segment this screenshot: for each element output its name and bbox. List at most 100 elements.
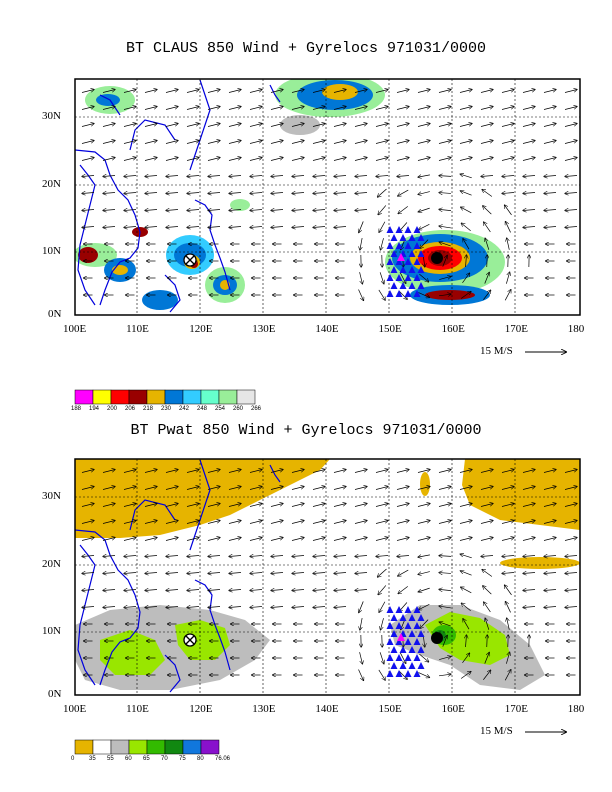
wind-vector [523, 590, 536, 591]
wind-vector [207, 158, 220, 161]
wind-vector [438, 521, 451, 524]
wind-vector [123, 141, 136, 144]
wind-vector [312, 90, 325, 93]
colorbar-swatch [200, 739, 220, 755]
gyre-triangle [386, 622, 394, 629]
wind-vector [312, 107, 325, 110]
colorbar-swatch [74, 389, 94, 405]
wind-vector [81, 504, 94, 507]
wind-vector [483, 206, 492, 215]
gyre-triangle [395, 274, 403, 281]
wind-vector [482, 190, 493, 197]
wind-vector [166, 607, 179, 608]
wind-vector [313, 210, 326, 211]
wind-vector [229, 590, 242, 591]
wind-vector [522, 90, 535, 93]
wind-vector [145, 607, 158, 608]
wind-vector [270, 487, 283, 490]
wind-vector [270, 90, 283, 93]
colorbar-swatch [128, 739, 148, 755]
wind-vector [439, 622, 451, 627]
wind-vector [228, 107, 241, 110]
wind-vector [358, 289, 364, 301]
wind-vector [166, 590, 179, 591]
wind-vector [186, 158, 199, 161]
wind-vector [461, 223, 471, 232]
wind-vector [484, 652, 489, 664]
wind-vector [417, 521, 430, 524]
wind-vector [355, 210, 368, 211]
wind-vector [145, 227, 158, 228]
gyre-triangle [399, 646, 407, 653]
gyre-triangle [417, 646, 425, 653]
wind-vector [229, 556, 242, 557]
wind-vector [228, 124, 241, 127]
wind-vector [313, 193, 326, 194]
wind-vector [438, 504, 451, 507]
wind-vector [398, 290, 407, 300]
panel1-wind-arrows [82, 90, 577, 301]
gyre-triangle [404, 670, 412, 677]
wind-vector [565, 210, 578, 211]
wind-vector [459, 521, 472, 524]
wind-vector [333, 504, 346, 507]
wind-vector [82, 590, 95, 591]
wind-vector [250, 227, 263, 228]
wind-vector [292, 590, 305, 591]
gyre-triangle [413, 606, 421, 613]
gyre-triangle [417, 234, 425, 241]
colorbar-swatch [164, 389, 184, 405]
wind-vector [103, 210, 116, 211]
wind-vector [333, 470, 346, 473]
gyre-triangle [390, 234, 398, 241]
wind-vector [207, 538, 220, 541]
wind-vector [438, 90, 451, 93]
gyre-triangle [395, 606, 403, 613]
wind-vector [419, 273, 428, 282]
wind-vector [82, 227, 95, 228]
wind-vector [333, 141, 346, 144]
wind-vector [460, 671, 471, 679]
wind-vector [208, 176, 221, 177]
panel1-gyre-locations [183, 226, 443, 297]
wind-vector [145, 556, 158, 557]
wind-vector [124, 590, 137, 591]
wind-vector [484, 222, 491, 233]
wind-vector [375, 521, 388, 524]
wind-vector [228, 504, 241, 507]
lon-label: 120E [189, 703, 213, 715]
wind-vector [102, 487, 115, 490]
lon-label: 100E [63, 323, 87, 335]
wind-vector [187, 193, 200, 194]
wind-vector [249, 504, 262, 507]
wind-vector [418, 191, 430, 195]
gyre-triangle [413, 654, 421, 661]
wind-vector [522, 124, 535, 127]
wind-vector [333, 124, 346, 127]
wind-vector [228, 521, 241, 524]
wind-vector [313, 573, 326, 574]
gyre-triangle [417, 250, 425, 257]
wind-vector [355, 193, 368, 194]
wind-vector [358, 669, 364, 681]
wind-vector [459, 124, 472, 127]
wind-vector [354, 521, 367, 524]
wind-vector [396, 141, 409, 144]
gyre-triangle [404, 638, 412, 645]
wind-vector [102, 141, 115, 144]
colorbar-label: 266 [251, 406, 262, 412]
wind-vector [123, 504, 136, 507]
gyre-triangle [399, 266, 407, 273]
wind-vector [207, 470, 220, 473]
wind-vector [439, 193, 452, 194]
wind-vector [502, 193, 515, 194]
wind-vector [250, 556, 263, 557]
wind-vector [354, 124, 367, 127]
wind-vector [439, 226, 451, 228]
wind-vector [249, 90, 262, 93]
wind-vector [186, 90, 199, 93]
wind-vector [165, 487, 178, 490]
wind-vector [228, 90, 241, 93]
lon-label: 150E [378, 323, 402, 335]
wind-vector [544, 573, 557, 574]
